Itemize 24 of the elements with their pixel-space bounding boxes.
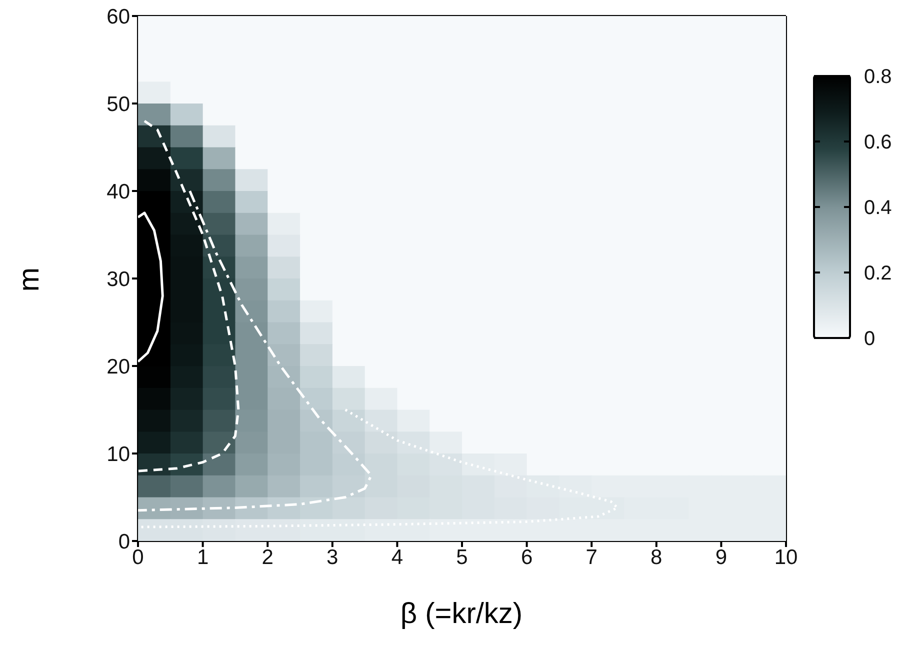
x-tick-label: 1 xyxy=(196,546,209,569)
x-tick-label: 10 xyxy=(774,546,798,569)
color-bar-label: 0.8 xyxy=(864,66,892,88)
color-bar-label: 0.6 xyxy=(864,132,892,154)
color-bar-label: 0 xyxy=(864,328,876,350)
y-tick-label: 50 xyxy=(106,92,130,116)
color-bar-label: 0.4 xyxy=(864,197,892,219)
y-tick-label: 60 xyxy=(106,5,130,28)
y-axis-title: m xyxy=(14,267,47,292)
x-tick-label: 5 xyxy=(456,546,468,569)
x-tick-label: 9 xyxy=(715,546,728,569)
x-tick-label: 4 xyxy=(391,546,404,569)
y-tick-label: 10 xyxy=(106,442,130,466)
y-tick-label: 20 xyxy=(106,355,130,378)
x-tick-label: 7 xyxy=(586,546,598,569)
y-tick-label: 0 xyxy=(118,530,130,554)
y-tick-label: 40 xyxy=(106,180,130,204)
x-axis-title: β (=kr/kz) xyxy=(399,598,524,631)
x-tick-label: 3 xyxy=(326,546,338,569)
x-tick-label: 8 xyxy=(650,546,662,569)
x-tick-label: 6 xyxy=(520,546,533,569)
x-tick-label: 2 xyxy=(262,546,274,569)
color-bar-label: 0.2 xyxy=(864,262,892,284)
y-tick-label: 30 xyxy=(106,268,130,291)
